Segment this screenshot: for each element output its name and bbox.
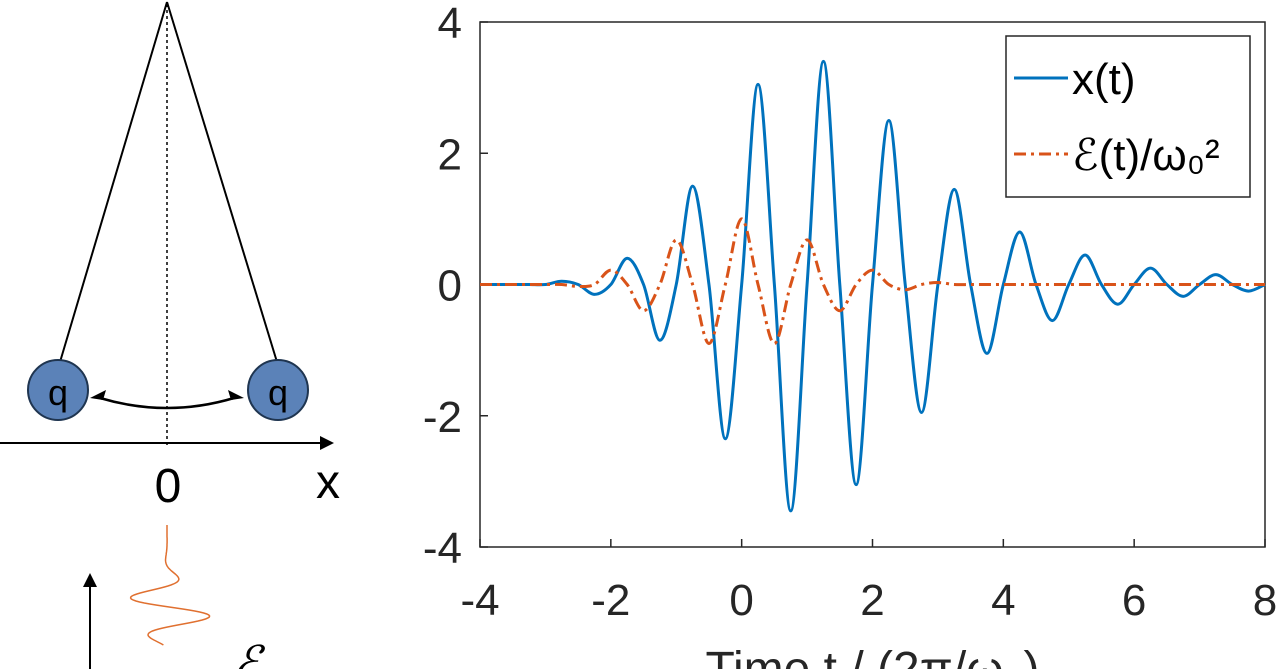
pendulum-diagram: q q 0 x ℰ <box>0 1 340 669</box>
y-tick-label: 2 <box>438 130 462 179</box>
charge <box>247 359 309 421</box>
x-tick-label: 0 <box>729 576 753 625</box>
y-tick-label: -2 <box>423 393 462 442</box>
x-tick-label: 4 <box>991 576 1015 625</box>
arrowhead <box>320 436 334 450</box>
legend-box <box>1005 35 1251 198</box>
series-line <box>480 217 1265 346</box>
string <box>166 1 278 363</box>
arrowhead <box>83 573 97 587</box>
charge-label: q <box>48 372 68 413</box>
arrowheads <box>90 390 244 400</box>
swing-arrow <box>99 396 235 410</box>
charge <box>27 359 89 421</box>
axis-label: x <box>316 456 340 509</box>
string <box>59 1 168 363</box>
x-tick-label: -4 <box>460 576 499 625</box>
charge-label: q <box>268 372 288 413</box>
x-tick-label: 6 <box>1122 576 1146 625</box>
legend-label: ℰ(t)/ω₀² <box>1072 131 1220 180</box>
field-label: ℰ <box>232 638 266 669</box>
x-tick-label: -2 <box>591 576 630 625</box>
x-axis-label: Time t / (2π/ω₀) <box>705 643 1039 669</box>
x-tick-label: 8 <box>1253 576 1277 625</box>
origin-label: 0 <box>155 460 182 513</box>
series-line <box>480 59 1266 513</box>
field-pulse <box>129 525 211 646</box>
y-tick-label: 0 <box>438 262 462 311</box>
y-tick-label: -4 <box>423 524 462 573</box>
legend-label: x(t) <box>1072 55 1136 104</box>
x-tick-label: 2 <box>860 576 884 625</box>
y-tick-label: 4 <box>438 0 462 48</box>
